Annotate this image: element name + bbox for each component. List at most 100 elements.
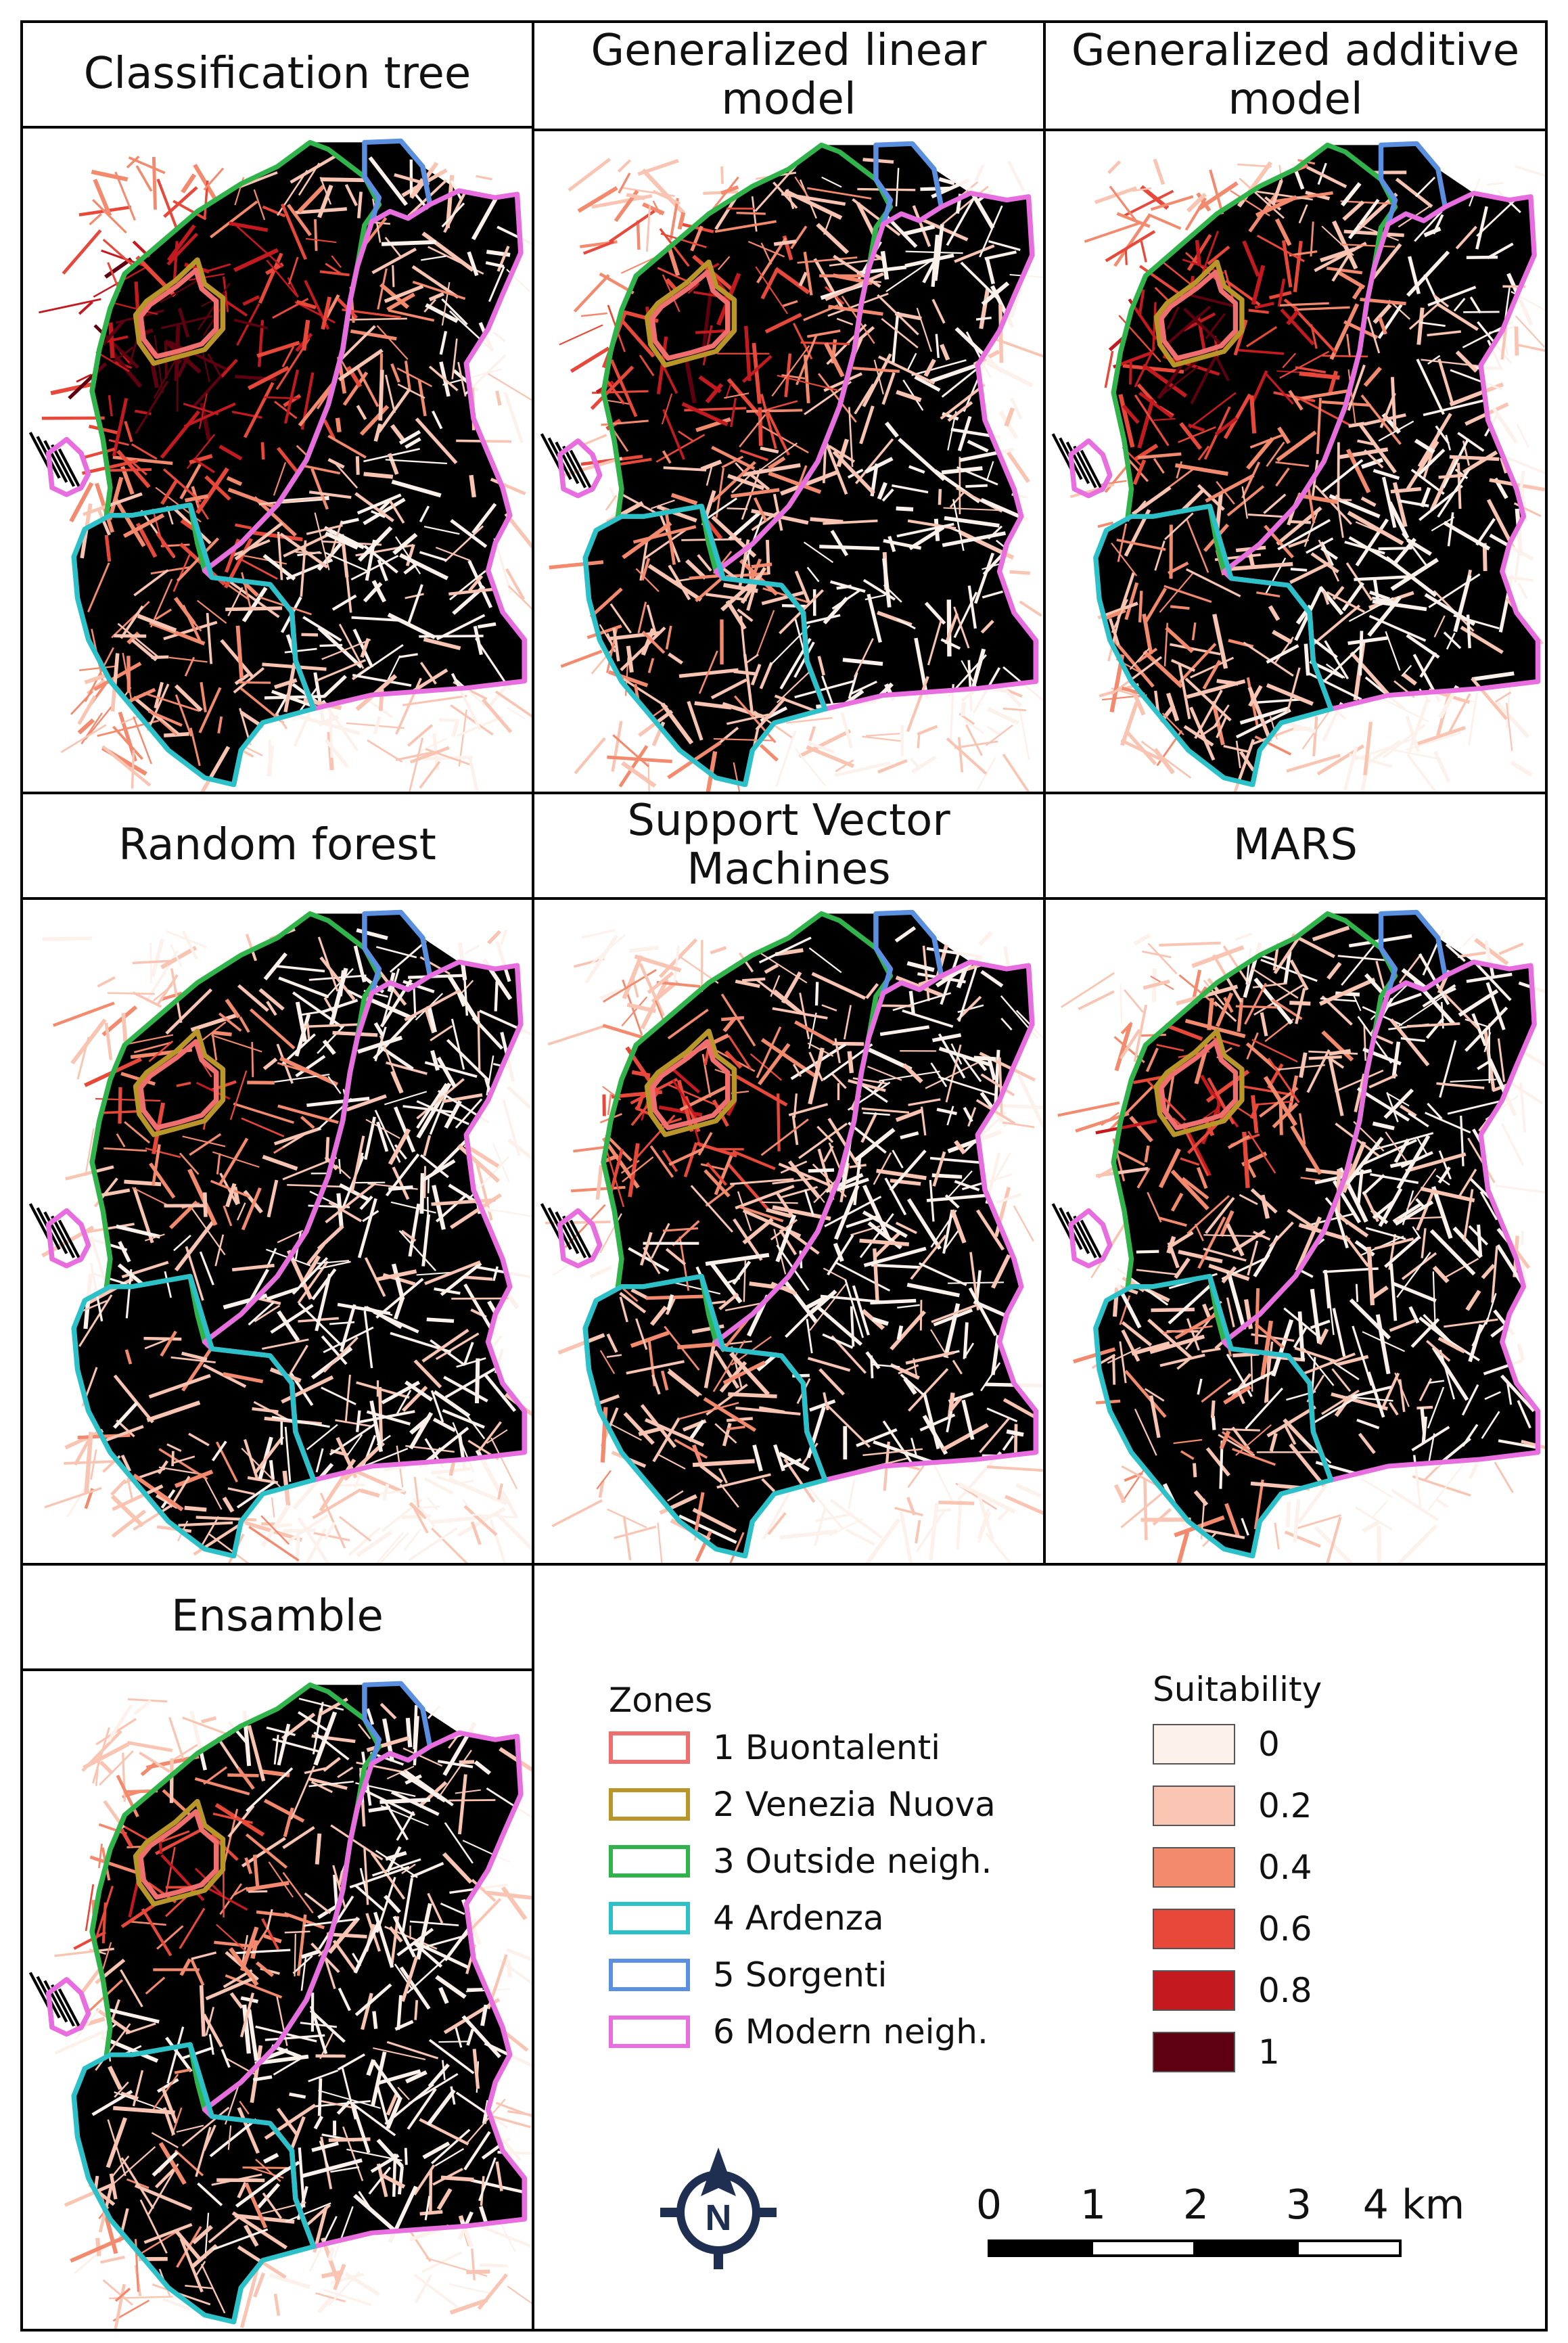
road-network [39, 155, 532, 792]
port-piers [1051, 433, 1105, 493]
suitability-map [20, 897, 534, 1566]
zone-boundary [557, 1208, 603, 1269]
zone-legend-item: 5 Sorgenti [609, 1955, 887, 1995]
zone-swatch [609, 1845, 690, 1878]
zone-legend-item: 6 Modern neigh. [609, 2012, 988, 2051]
zone-boundary [133, 1798, 226, 1907]
zone-boundary [138, 267, 219, 359]
panel-title: Random forest [20, 792, 534, 900]
zone-label: 5 Sorgenti [713, 1955, 887, 1995]
road-network [41, 928, 532, 1563]
panel-title: Support Vector Machines [532, 792, 1046, 900]
zone-boundary [133, 1028, 226, 1137]
zone-swatch [609, 2016, 690, 2048]
road-network [1069, 158, 1545, 792]
zone-boundary [71, 2042, 317, 2325]
zone-swatch [609, 1788, 690, 1821]
zone-boundary [1221, 190, 1541, 712]
suitability-label: 0 [1258, 1725, 1280, 1764]
zone-boundary [1093, 1273, 1334, 1559]
zone-boundary [1159, 269, 1239, 361]
zone-boundary [202, 959, 528, 1483]
panel-title: Generalized additive model [1043, 20, 1548, 131]
scale-tick-label: 2 [1182, 2181, 1209, 2229]
zone-boundary [1068, 1208, 1113, 1269]
zone-label: 4 Ardenza [713, 1898, 884, 1938]
zone-swatch [609, 1731, 690, 1764]
scale-tick-label: 0 [975, 2181, 1002, 2229]
panel-title: Classification tree [20, 20, 534, 129]
city-footprint [74, 912, 525, 1556]
suitability-swatch [1153, 1724, 1235, 1765]
panel-title: Generalized linear model [532, 20, 1046, 131]
zone-boundary [138, 1809, 219, 1900]
zone-legend-item: 2 Venezia Nuova [609, 1785, 996, 1824]
city-footprint [74, 141, 525, 785]
suitability-swatch [1153, 2032, 1235, 2072]
zone-boundary [649, 1039, 731, 1131]
suitability-legend-item: 0 [1153, 1724, 1280, 1765]
zone-boundary [557, 438, 603, 499]
zone-boundary [713, 959, 1039, 1483]
zone-boundary [1153, 259, 1245, 368]
zones-legend-title: Zones [609, 1681, 713, 1720]
scale-segment [1193, 2239, 1299, 2257]
zone-boundary [1159, 1039, 1239, 1131]
suitability-map [20, 126, 534, 794]
suitability-label: 0.6 [1258, 1909, 1312, 1949]
zone-boundary [138, 1039, 219, 1131]
zone-boundary [45, 1208, 91, 1269]
port-piers [28, 1203, 83, 1263]
city-footprint [74, 1683, 525, 2322]
scale-tick-label: 3 [1285, 2181, 1312, 2229]
zone-label: 2 Venezia Nuova [713, 1785, 996, 1824]
north-letter: N [706, 2198, 732, 2238]
zone-legend-item: 3 Outside neigh. [609, 1842, 992, 1881]
zone-boundary [1221, 959, 1541, 1483]
scale-segment [1296, 2239, 1402, 2257]
zone-boundary [45, 1977, 91, 2037]
port-piers [28, 432, 83, 491]
zone-boundary [1068, 438, 1113, 499]
suitability-legend-item: 0.8 [1153, 1970, 1312, 2011]
scale-segment [1090, 2239, 1196, 2257]
suitability-map [1043, 897, 1548, 1566]
zone-swatch [609, 1902, 690, 1934]
suitability-label: 0.2 [1258, 1786, 1312, 1825]
port-piers [28, 1972, 83, 2031]
suitability-map [20, 1668, 534, 2331]
suitability-map [532, 129, 1046, 794]
zone-swatch [609, 1959, 690, 1991]
zone-label: 1 Buontalenti [713, 1728, 941, 1767]
zone-boundary [1093, 503, 1334, 788]
zone-boundary [202, 1730, 528, 2250]
scale-tick-label: 1 [1080, 2181, 1107, 2229]
zone-boundary [713, 190, 1039, 712]
port-piers [540, 1203, 594, 1263]
legend-panel: Zones 1 Buontalenti 2 Venezia Nuova 3 Outs… [532, 1563, 1548, 2331]
panel-title: Ensamble [20, 1563, 534, 1671]
zone-boundary [202, 188, 528, 712]
zone-boundary [644, 259, 737, 368]
panel-title: MARS [1043, 792, 1548, 900]
zone-label: 6 Modern neigh. [713, 2012, 988, 2051]
city-footprint [585, 143, 1036, 785]
suitability-map [532, 897, 1046, 1566]
port-piers [1051, 1203, 1105, 1263]
zone-boundary [1153, 1028, 1245, 1137]
scale-tick-label: 4 km [1362, 2181, 1465, 2229]
zone-label: 3 Outside neigh. [713, 1842, 992, 1881]
suitability-label: 0.8 [1258, 1971, 1312, 2010]
suitability-label: 0.4 [1258, 1848, 1312, 1887]
suitability-swatch [1153, 1847, 1235, 1888]
zone-boundary [71, 1273, 317, 1559]
zone-boundary [45, 436, 91, 497]
suitability-legend-item: 1 [1153, 2032, 1280, 2072]
suitability-legend-item: 0.2 [1153, 1785, 1312, 1826]
suitability-legend-item: 0.6 [1153, 1909, 1312, 1949]
zone-boundary [71, 502, 317, 788]
zone-boundary [582, 503, 828, 788]
suitability-swatch [1153, 1909, 1235, 1949]
city-footprint [1095, 912, 1538, 1556]
suitability-map [1043, 129, 1548, 794]
